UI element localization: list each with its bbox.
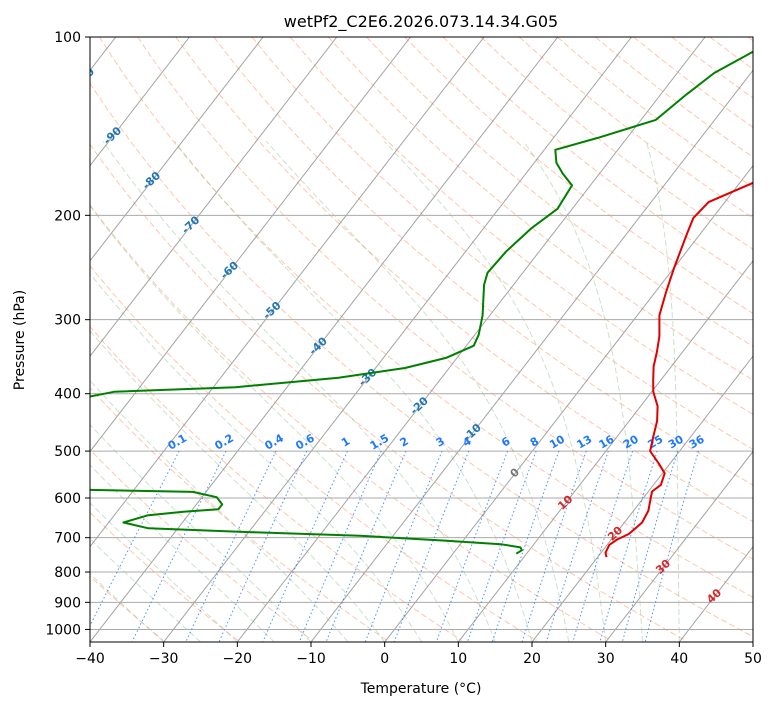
x-tick-label: 40 [670,651,688,667]
x-tick-label: −10 [296,651,326,667]
x-tick-label: 30 [597,651,615,667]
y-axis-label: Pressure (hPa) [12,290,28,390]
y-tick-label: 700 [54,531,81,547]
y-tick-label: 300 [54,313,81,329]
x-tick-label: −40 [75,651,105,667]
y-tick-label: 200 [54,208,81,224]
y-tick-label: 1000 [45,622,81,638]
y-tick-label: 500 [54,444,81,460]
x-tick-label: −30 [149,651,179,667]
y-tick-label: 100 [54,30,81,46]
x-tick-label: −20 [223,651,253,667]
x-tick-label: 10 [449,651,467,667]
y-tick-label: 400 [54,387,81,403]
x-tick-label: 20 [523,651,541,667]
y-tick-label: 800 [54,565,81,581]
chart-title: wetPf2_C2E6.2026.073.14.34.G05 [284,12,558,32]
x-axis-label: Temperature (°C) [360,681,482,697]
y-tick-label: 600 [54,491,81,507]
x-tick-label: 0 [380,651,389,667]
y-tick-label: 900 [54,595,81,611]
x-tick-label: 50 [744,651,762,667]
